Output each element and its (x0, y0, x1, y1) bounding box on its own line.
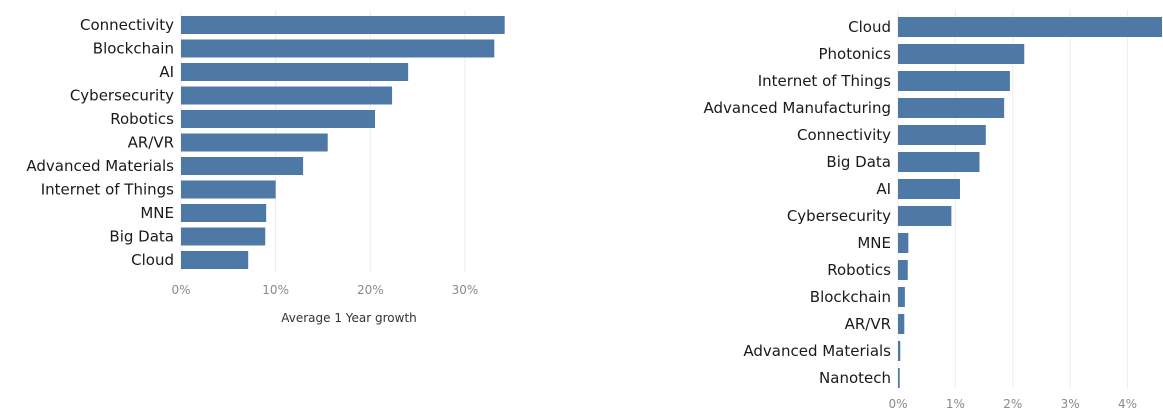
left-category-label: AI (159, 63, 174, 81)
left-category-label: Cloud (131, 251, 174, 269)
left-bar (181, 227, 266, 246)
right-bar (898, 44, 1025, 64)
right-x-tick-label: 2% (1003, 397, 1022, 410)
right-category-label: Advanced Manufacturing (704, 99, 891, 117)
right-bar (898, 71, 1010, 91)
right-category-label: Connectivity (797, 126, 891, 144)
left-bar (181, 157, 304, 175)
left-x-axis-title: Average 1 Year growth (281, 311, 417, 325)
right-bar (898, 179, 960, 199)
right-category-label: AI (876, 180, 891, 198)
left-category-label: Robotics (110, 110, 174, 128)
right-category-label: Cloud (848, 18, 891, 36)
right-category-label: Cybersecurity (787, 207, 891, 225)
right-x-tick-label: 1% (946, 397, 965, 410)
right-x-tick-label: 0% (888, 397, 907, 410)
left-category-label: MNE (140, 204, 174, 222)
left-bar (181, 133, 328, 152)
left-bar (181, 251, 249, 269)
right-bar (898, 260, 908, 280)
right-category-label: Blockchain (810, 288, 891, 306)
left-x-tick-label: 20% (357, 283, 384, 297)
left-bar-chart: 0% 10% 20% 30% Connectivity Blockchain AI Cyber… (26, 10, 505, 325)
left-x-tick-label: 0% (171, 283, 190, 297)
left-bar (181, 16, 505, 34)
right-category-label: AR/VR (845, 315, 891, 333)
right-category-label: Big Data (826, 153, 891, 171)
left-category-label: Connectivity (80, 16, 174, 34)
right-bar (898, 368, 900, 388)
right-bar (898, 341, 901, 361)
right-category-label: Robotics (827, 261, 891, 279)
left-x-tick-label: 10% (262, 283, 289, 297)
right-bar (898, 98, 1005, 118)
left-bar (181, 63, 409, 81)
left-bar (181, 86, 393, 105)
right-bar (898, 287, 905, 307)
left-bar (181, 180, 276, 199)
left-category-label: AR/VR (128, 134, 174, 152)
left-x-tick-label: 30% (452, 283, 479, 297)
right-bar-chart: 0% 1% 2% 3% 4% Cloud Photonics Internet of Thin… (704, 10, 1162, 410)
left-category-label: Blockchain (93, 40, 174, 58)
right-bar (898, 233, 909, 253)
right-category-label: Internet of Things (758, 72, 891, 90)
left-bar (181, 204, 267, 222)
left-category-label: Advanced Materials (26, 157, 174, 175)
right-bar (898, 125, 986, 145)
right-bar (898, 152, 980, 172)
left-bar (181, 110, 376, 128)
right-category-label: Photonics (818, 45, 891, 63)
right-x-tick-label: 4% (1118, 397, 1137, 410)
left-category-label: Big Data (109, 228, 174, 246)
right-category-label: Nanotech (819, 369, 891, 387)
right-bar (898, 206, 952, 226)
left-bar (181, 39, 495, 58)
left-category-label: Cybersecurity (70, 87, 174, 105)
right-category-label: Advanced Materials (743, 342, 891, 360)
right-x-tick-label: 3% (1061, 397, 1080, 410)
right-category-label: MNE (857, 234, 891, 252)
right-bar (898, 17, 1162, 37)
right-bar (898, 314, 905, 334)
left-category-label: Internet of Things (41, 181, 174, 199)
